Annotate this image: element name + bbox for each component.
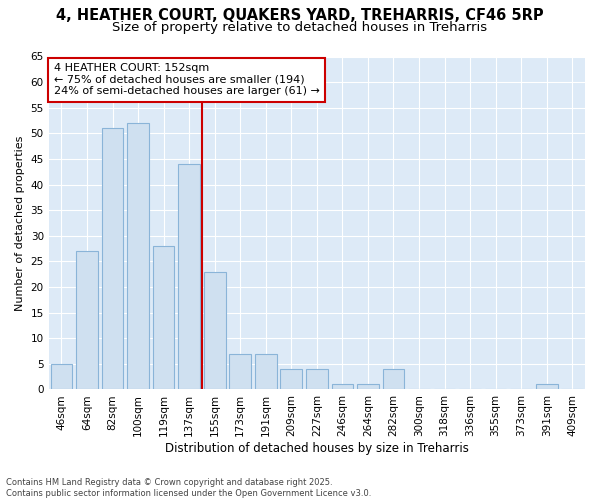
Text: Size of property relative to detached houses in Treharris: Size of property relative to detached ho…: [112, 21, 488, 34]
Y-axis label: Number of detached properties: Number of detached properties: [15, 136, 25, 310]
Bar: [383, 369, 404, 390]
Bar: [127, 123, 149, 390]
Bar: [178, 164, 200, 390]
Bar: [76, 251, 98, 390]
Text: Contains HM Land Registry data © Crown copyright and database right 2025.
Contai: Contains HM Land Registry data © Crown c…: [6, 478, 371, 498]
Text: 4 HEATHER COURT: 152sqm
← 75% of detached houses are smaller (194)
24% of semi-d: 4 HEATHER COURT: 152sqm ← 75% of detache…: [54, 63, 320, 96]
Bar: [101, 128, 124, 390]
Bar: [153, 246, 175, 390]
Bar: [280, 369, 302, 390]
Bar: [536, 384, 557, 390]
Text: 4, HEATHER COURT, QUAKERS YARD, TREHARRIS, CF46 5RP: 4, HEATHER COURT, QUAKERS YARD, TREHARRI…: [56, 8, 544, 22]
Bar: [332, 384, 353, 390]
Bar: [229, 354, 251, 390]
Bar: [50, 364, 72, 390]
Bar: [306, 369, 328, 390]
Bar: [255, 354, 277, 390]
X-axis label: Distribution of detached houses by size in Treharris: Distribution of detached houses by size …: [165, 442, 469, 455]
Bar: [204, 272, 226, 390]
Bar: [357, 384, 379, 390]
